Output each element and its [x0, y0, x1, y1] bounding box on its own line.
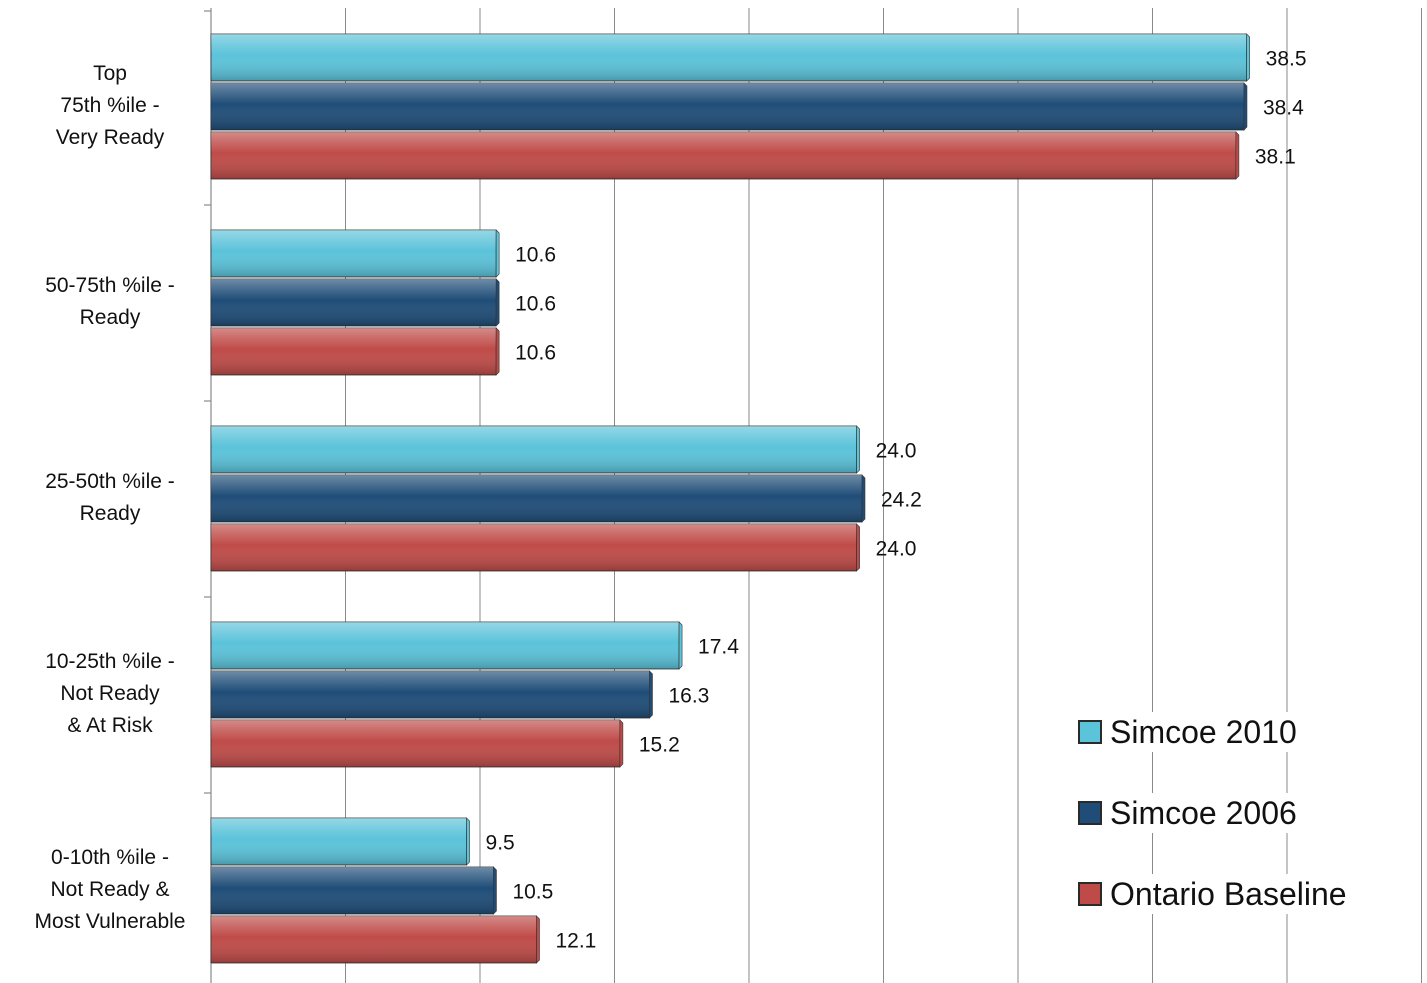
value-label: 10.6 [515, 244, 556, 267]
category-label-line: Not Ready [60, 682, 160, 705]
legend-item-simcoe-2006: Simcoe 2006 [1078, 793, 1398, 833]
legend-swatch-ontario-baseline [1078, 882, 1102, 906]
value-label: 24.0 [876, 538, 917, 561]
bar [210, 915, 540, 964]
bar [210, 474, 866, 523]
value-label: 38.5 [1266, 48, 1307, 71]
legend-label: Simcoe 2006 [1110, 794, 1297, 831]
bars [210, 33, 1250, 964]
bar [210, 82, 1248, 131]
value-labels: 38.5 10.6 24.0 17.4 9.5 38.4 10.6 24.2 16.3 10.5 3… [486, 48, 1307, 953]
bar [210, 719, 624, 768]
category-label-line: Most Vulnerable [34, 910, 186, 933]
bar [210, 278, 500, 327]
value-label: 10.6 [515, 293, 556, 316]
category-label-line: Very Ready [55, 126, 165, 149]
value-label: 10.5 [512, 881, 553, 904]
category-label-line: Not Ready & [50, 878, 170, 901]
category-label: 0-10th %ile - Not Ready & Most Vulnerable [10, 842, 210, 938]
legend-swatch-simcoe-2010 [1078, 720, 1102, 744]
bar [210, 33, 1250, 82]
value-label: 16.3 [668, 685, 709, 708]
category-label: 25-50th %ile - Ready [10, 466, 210, 530]
category-label-line: 0-10th %ile - [51, 846, 169, 869]
value-label: 9.5 [486, 832, 515, 855]
category-label: 10-25th %ile - Not Ready & At Risk [10, 646, 210, 742]
value-label: 38.4 [1263, 97, 1304, 120]
category-label: 50-75th %ile - Ready [10, 270, 210, 334]
category-label-line: Ready [79, 502, 141, 525]
bar [210, 425, 860, 474]
value-label: 24.2 [881, 489, 922, 512]
legend-item-ontario-baseline: Ontario Baseline [1078, 874, 1398, 914]
category-label: Top 75th %ile - Very Ready [10, 58, 210, 154]
value-label: 17.4 [698, 636, 739, 659]
bar [210, 229, 500, 278]
bar [210, 817, 470, 866]
legend-swatch-simcoe-2006 [1078, 801, 1102, 825]
value-label: 24.0 [876, 440, 917, 463]
category-label-line: 25-50th %ile - [45, 470, 175, 493]
bar [210, 523, 860, 572]
bar [210, 327, 500, 376]
category-label-line: Top [93, 62, 127, 85]
legend: Simcoe 2010 Simcoe 2006 Ontario Baseline [1078, 712, 1398, 955]
category-label-line: 50-75th %ile - [45, 274, 175, 297]
category-label-line: 75th %ile - [60, 94, 160, 117]
category-label-line: & At Risk [67, 714, 153, 737]
legend-label: Ontario Baseline [1110, 875, 1347, 912]
value-label: 12.1 [555, 930, 596, 953]
legend-label: Simcoe 2010 [1110, 713, 1297, 750]
legend-item-simcoe-2010: Simcoe 2010 [1078, 712, 1398, 752]
value-label: 38.1 [1255, 146, 1296, 169]
category-label-line: 10-25th %ile - [45, 650, 175, 673]
bar [210, 670, 653, 719]
value-label: 15.2 [639, 734, 680, 757]
category-label-line: Ready [79, 306, 141, 329]
value-label: 10.6 [515, 342, 556, 365]
bar [210, 131, 1240, 180]
bar [210, 866, 497, 915]
bar [210, 621, 683, 670]
